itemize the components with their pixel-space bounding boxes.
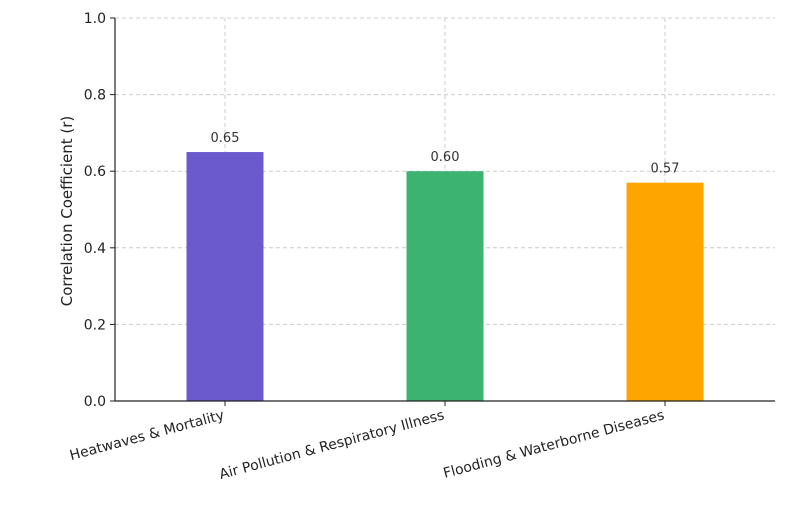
- y-tick-label: 0.6: [84, 164, 106, 180]
- y-axis-title: Correlation Coefficient (r): [58, 116, 76, 307]
- bar-value-label: 0.60: [431, 150, 460, 165]
- x-category-label: Air Pollution & Respiratory Illness: [218, 407, 446, 483]
- y-tick-label: 0.4: [84, 241, 106, 257]
- y-tick-label: 1.0: [84, 11, 106, 27]
- bar-value-label: 0.57: [651, 162, 680, 177]
- y-tick-label: 0.0: [84, 394, 106, 410]
- bar-value-label: 0.65: [211, 131, 240, 146]
- bars: [186, 152, 704, 401]
- axes: [110, 17, 775, 406]
- x-category-label: Flooding & Waterborne Diseases: [442, 407, 666, 481]
- x-category-label: Heatwaves & Mortality: [68, 407, 226, 464]
- labels: 0.0 0.2 0.4 0.6 0.8 1.0 0.65 0.60 0.57 Heatwaves …: [68, 11, 679, 483]
- y-tick-label: 0.8: [84, 88, 106, 104]
- bar: [626, 182, 704, 401]
- bar: [406, 171, 484, 401]
- y-tick-label: 0.2: [84, 317, 106, 333]
- bar: [186, 152, 264, 401]
